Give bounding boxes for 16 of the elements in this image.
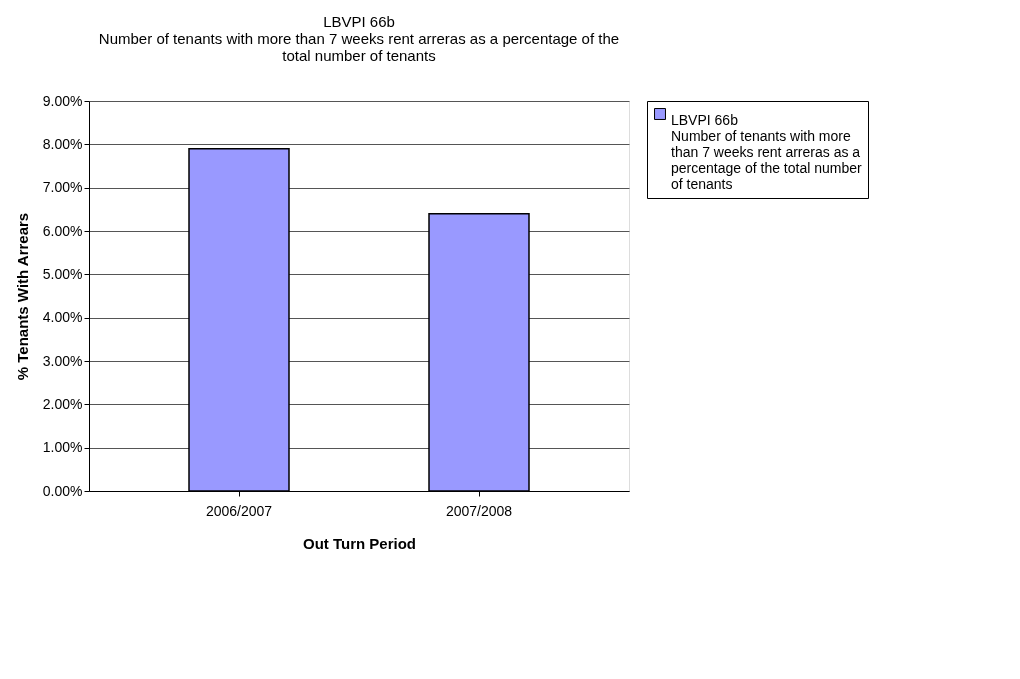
y-tick-label: 9.00% [42,92,83,109]
x-tick-label: 2006/2007 [205,502,273,519]
chart-title: LBVPI 66b Number of tenants with more than 7 weeks rent arreras as a percentage of the total number of tenants [98,13,620,64]
y-tick-label: 0.00% [42,482,83,499]
y-tick-label: 4.00% [42,309,83,326]
y-tick-label: 7.00% [42,179,83,196]
y-tick-label: 1.00% [42,439,83,456]
y-tick-label: 8.00% [42,135,83,152]
x-tick-label: 2007/2008 [445,502,513,519]
y-axis-title: % Tenants With Arrears [13,212,31,381]
y-tick-label: 5.00% [42,265,83,282]
x-axis-title: Out Turn Period [302,534,417,552]
y-tick-label: 6.00% [42,222,83,239]
legend-label: LBVPI 66b Number of tenants with more than 7 weeks rent arreras as a percentage of the total number of tenants [671,112,863,192]
y-tick-label: 3.00% [42,352,83,369]
y-tick-label: 2.00% [42,395,83,412]
